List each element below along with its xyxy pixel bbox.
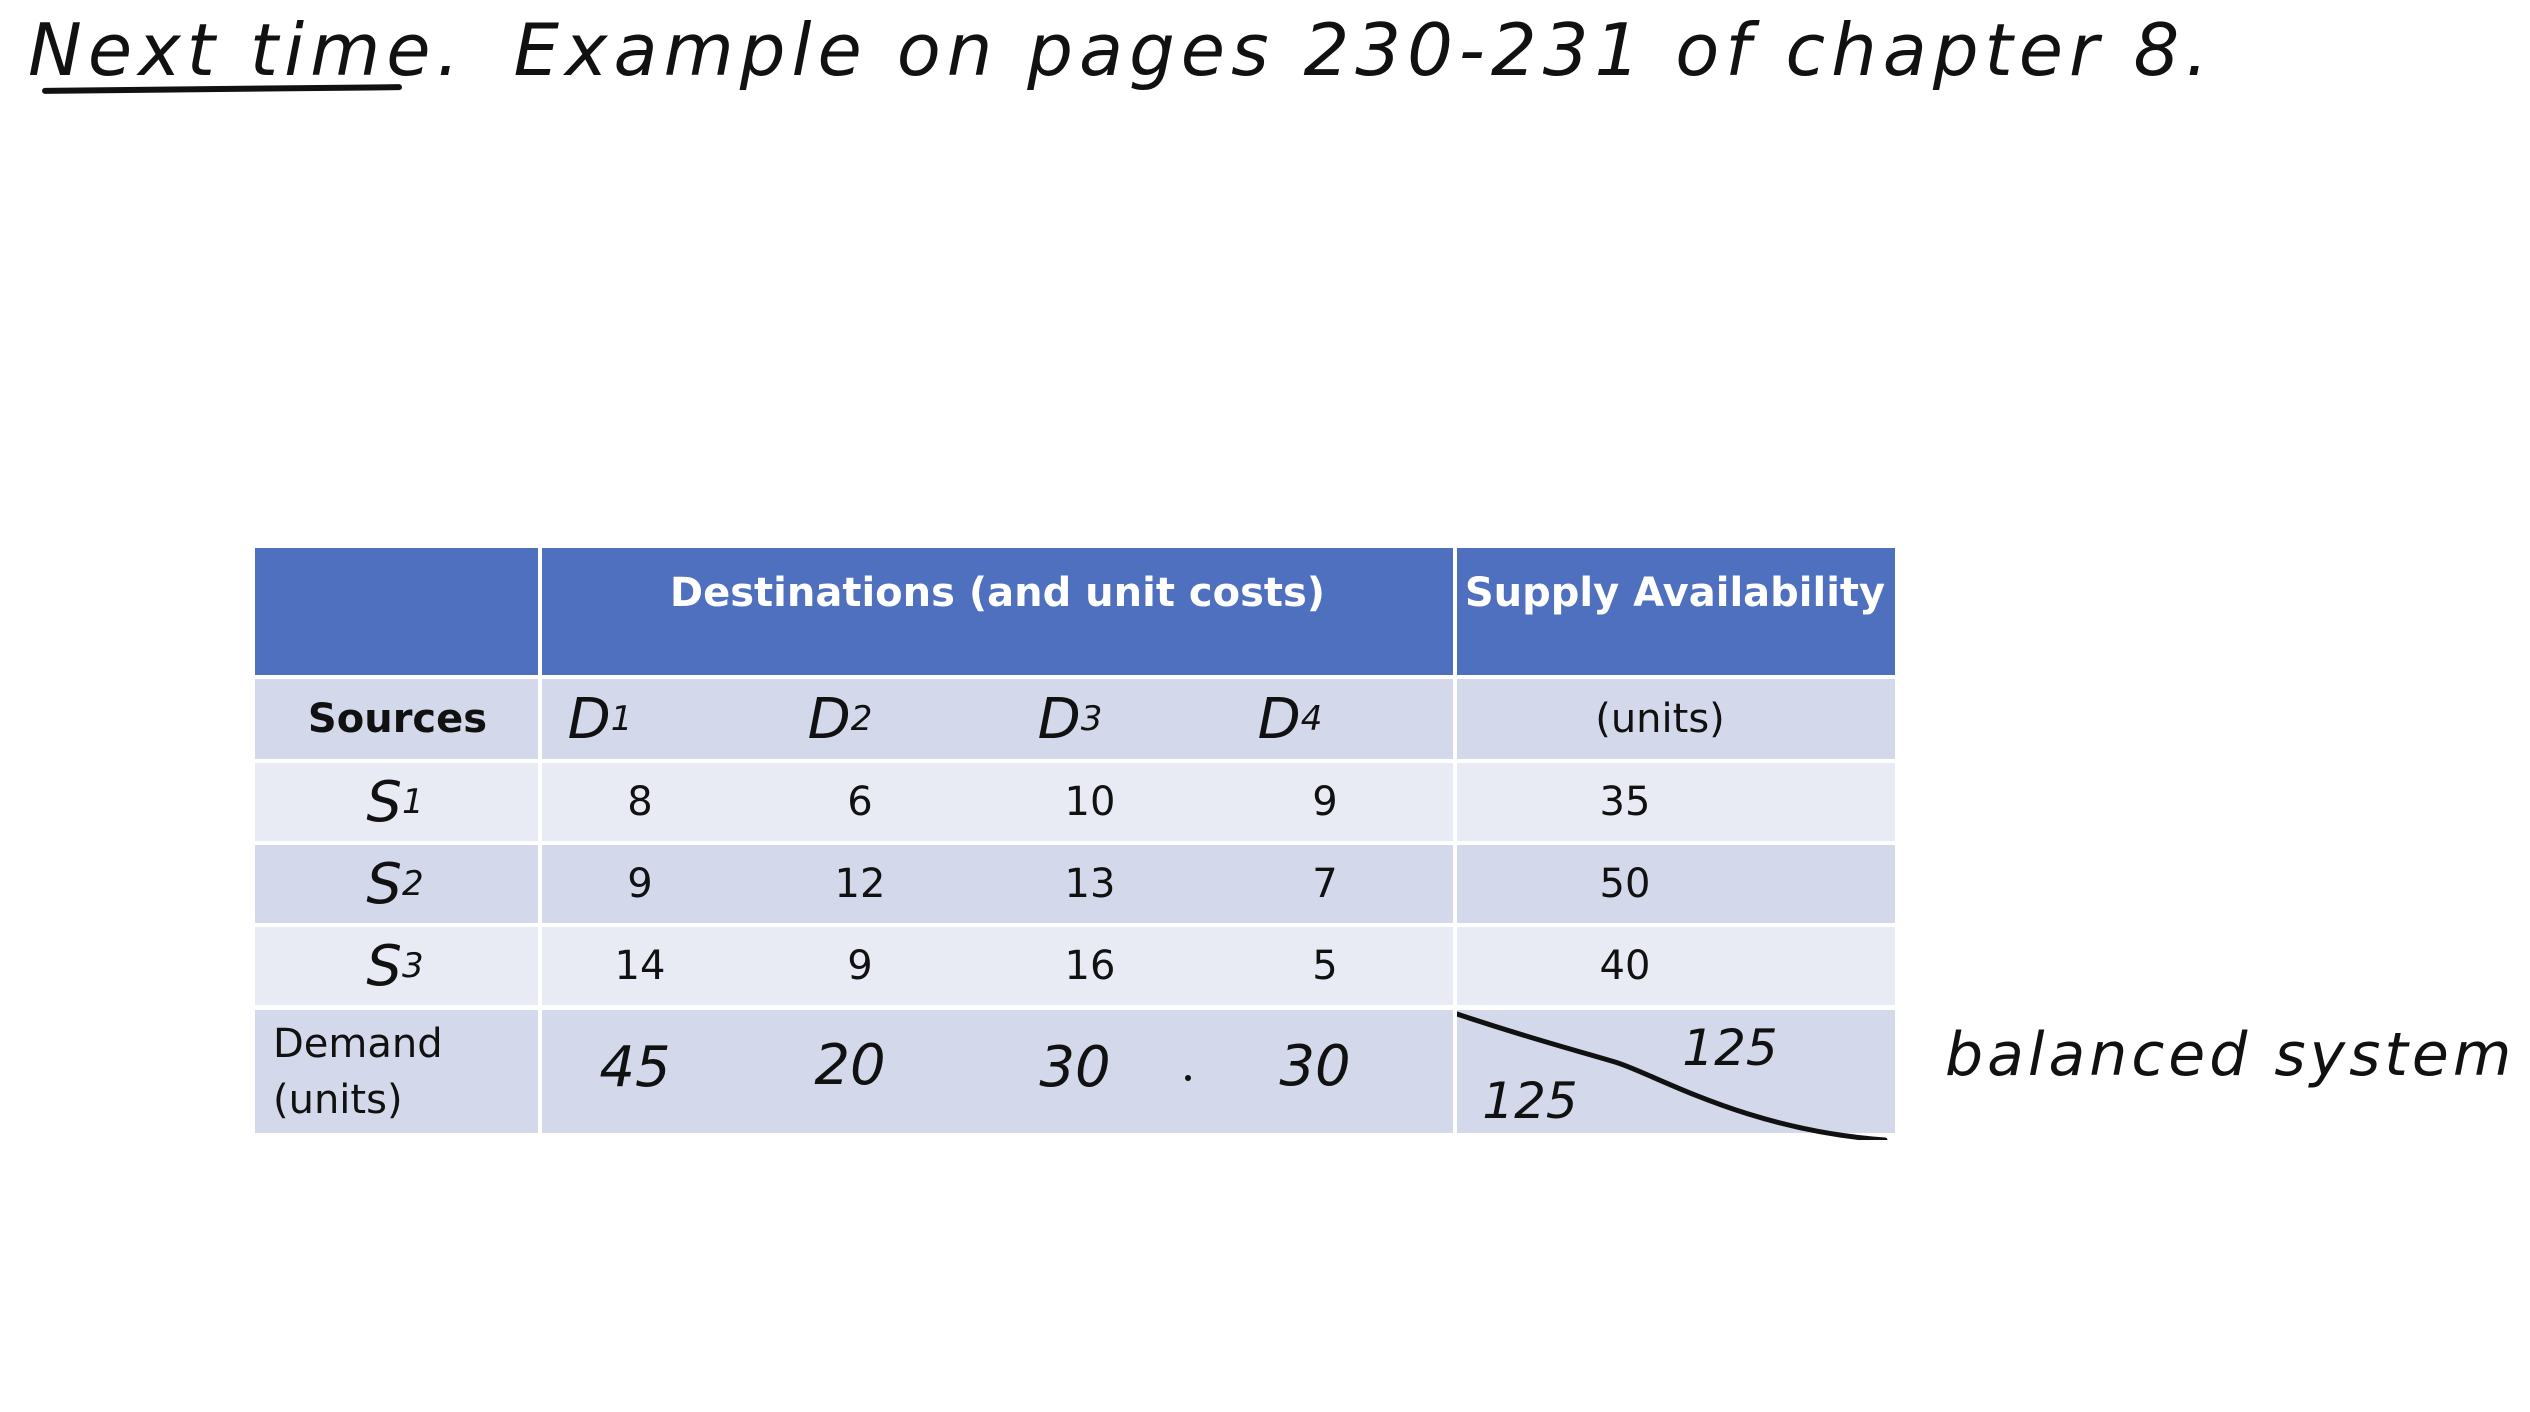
demand-d2: 20 (814, 1032, 886, 1098)
cost-s2-d4: 7 (1312, 861, 1338, 907)
demand-row (255, 1010, 1895, 1133)
supply-s3: 40 (1599, 943, 1651, 989)
cost-s2-d3: 13 (1064, 861, 1116, 907)
table-row (255, 845, 1895, 923)
subheader-units: (units) (1595, 696, 1725, 742)
cost-s1-d4: 9 (1312, 779, 1338, 825)
demand-d3: 30 (1039, 1035, 1111, 1100)
heading-lead: Next time. (28, 8, 466, 92)
heading-rest: Example on pages 230-231 of chapter 8. (513, 8, 2215, 92)
header-destinations: Destinations (and unit costs) (540, 548, 1455, 638)
ink-dot (1185, 1075, 1191, 1081)
cost-s2-d1: 9 (627, 861, 653, 907)
demand-d4: 30 (1279, 1033, 1351, 1099)
cost-s3-d3: 16 (1064, 943, 1116, 989)
table-row (255, 763, 1895, 841)
subheader-sources: Sources (307, 696, 488, 742)
row-divider (255, 759, 1895, 763)
header-supply: Supply Availability (1455, 548, 1895, 638)
demand-d1: 45 (599, 1035, 671, 1100)
cost-s1-d1: 8 (627, 779, 653, 825)
demand-label-line2: (units) (273, 1076, 403, 1123)
row-divider (255, 841, 1895, 845)
row-divider (255, 923, 1895, 927)
row-divider (255, 675, 1895, 679)
column-divider (1453, 548, 1457, 1133)
balanced-system-note: balanced system (1945, 1020, 2516, 1090)
row-divider (255, 1005, 1895, 1009)
cost-s3-d1: 14 (614, 943, 666, 989)
handwritten-heading: Next time. Example on pages 230-231 of ch… (28, 4, 2214, 96)
cost-s1-d2: 6 (847, 779, 873, 825)
cost-s3-d4: 5 (1312, 943, 1338, 989)
cost-s1-d3: 10 (1064, 779, 1116, 825)
cost-s3-d2: 9 (847, 943, 873, 989)
supply-s2: 50 (1599, 861, 1651, 907)
transportation-table: Destinations (and unit costs) Supply Ava… (255, 548, 1895, 1140)
demand-label: Demand (units) (273, 1010, 533, 1133)
demand-label-line1: Demand (273, 1020, 443, 1067)
total-supply: 125 (1682, 1019, 1778, 1077)
total-demand: 125 (1482, 1072, 1578, 1130)
table-row (255, 927, 1895, 1005)
column-divider (538, 548, 542, 1133)
cost-s2-d2: 12 (834, 861, 886, 907)
subheader-band (255, 679, 1895, 759)
diagonal-slash (1455, 1011, 1888, 1140)
supply-s1: 35 (1599, 779, 1651, 825)
